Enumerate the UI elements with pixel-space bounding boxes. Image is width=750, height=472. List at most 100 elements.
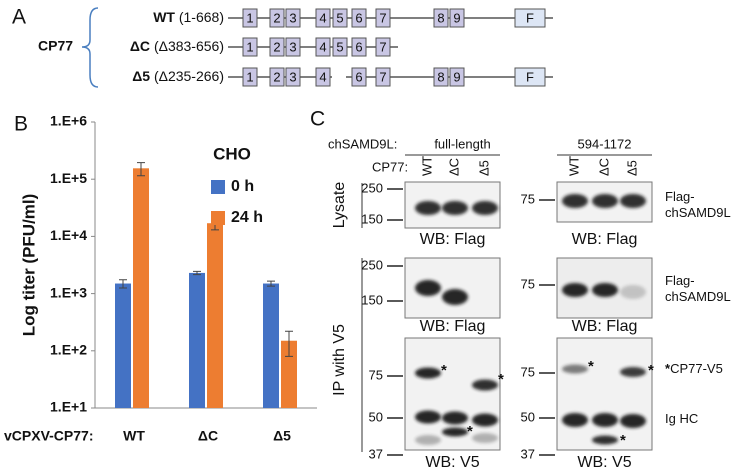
band	[442, 427, 468, 437]
band	[592, 435, 618, 445]
construct-label: ΔC (Δ383-656)	[130, 38, 224, 54]
domain-box	[433, 67, 449, 87]
bar	[133, 168, 149, 408]
annotation-text: chSAMD9L	[665, 205, 731, 220]
domain-box	[242, 37, 258, 57]
titer-chart: Log titer (PFU/ml) 1.E+1 1.E+2 1.E+3 1.E+4 1.…	[4, 113, 317, 444]
band	[415, 367, 441, 379]
x-tick-label: Δ5	[273, 428, 291, 444]
band	[442, 201, 468, 215]
wb-label: WB: V5	[577, 454, 631, 471]
column-header: 594-1172	[578, 136, 632, 151]
domain-box	[449, 67, 465, 87]
band	[592, 194, 618, 208]
domain-diagrams: WT (1-668) 1 2 3 4 5 6 7 8 9 FΔC (Δ383-656) 1 2 3 4 5 6 7…	[130, 8, 553, 87]
domain-label: 2	[273, 39, 280, 54]
mw-marker: 250	[361, 180, 383, 195]
domain-label: 8	[437, 10, 444, 25]
domain-box	[285, 37, 301, 57]
legend-swatch	[211, 180, 225, 194]
domain-label: F	[526, 69, 534, 84]
domain-label: 1	[246, 10, 253, 25]
band	[442, 411, 468, 425]
blot-annotation: Flag-	[665, 189, 695, 204]
construct-label: Δ5 (Δ235-266)	[132, 68, 224, 84]
chart-title: CHO	[213, 144, 251, 163]
mw-marker: 150	[361, 292, 383, 307]
blot-annotation: chSAMD9L	[665, 289, 731, 304]
domain-label: 2	[273, 10, 280, 25]
band	[592, 413, 618, 427]
domain-label: 7	[379, 39, 386, 54]
wb-label: WB: Flag	[572, 231, 638, 248]
y-tick-label: 1.E+1	[50, 399, 87, 415]
mw-marker: 75	[521, 276, 535, 291]
mw-marker: 75	[369, 367, 383, 382]
domain-box	[375, 37, 391, 57]
bar	[281, 340, 297, 408]
domain-box	[351, 37, 367, 57]
y-tick-label: 1.E+3	[50, 284, 87, 300]
panel-label: C	[310, 108, 325, 131]
y-axis-label: Log titer (PFU/ml)	[19, 194, 38, 337]
blot-annotation: Ig HC	[665, 411, 698, 426]
mw-marker: 250	[361, 257, 383, 272]
domain-label: 4	[319, 69, 326, 84]
construct-name: Δ5	[132, 68, 150, 84]
domain-box	[375, 67, 391, 87]
blot-annotation: *CP77-V5	[665, 361, 723, 376]
bar	[207, 223, 223, 408]
lane-label: WT	[566, 156, 581, 176]
error-bar	[137, 162, 145, 177]
mw-marker: 50	[369, 409, 383, 424]
y-tick-label: 1.E+2	[50, 342, 87, 358]
x-tick-label: ΔC	[198, 428, 218, 444]
protein-label: CP77	[38, 38, 73, 54]
y-tick-label: 1.E+6	[50, 113, 87, 129]
wb-label: WB: Flag	[420, 318, 486, 335]
domain-box	[285, 8, 301, 28]
band	[620, 194, 646, 208]
domain-box	[514, 67, 546, 87]
domain-box	[285, 67, 301, 87]
error-bar	[119, 279, 127, 289]
domain-box	[351, 8, 367, 28]
domain-label: 7	[379, 10, 386, 25]
domain-label: 5	[336, 39, 343, 54]
error-bar	[267, 280, 275, 287]
construct-range: (Δ235-266)	[154, 68, 224, 84]
y-tick-label: 1.E+4	[50, 227, 87, 243]
annotation-text: chSAMD9L	[665, 289, 731, 304]
domain-label: 4	[319, 39, 326, 54]
domain-box	[351, 67, 367, 87]
band	[620, 414, 646, 428]
wb-label: WB: Flag	[572, 318, 638, 335]
domain-label: 9	[453, 10, 460, 25]
row-label: IP with V5	[331, 324, 348, 396]
blot	[556, 337, 653, 451]
domain-box	[315, 67, 331, 87]
band	[562, 194, 588, 208]
domain-box	[315, 8, 331, 28]
construct-range: (Δ383-656)	[154, 38, 224, 54]
mw-marker: 37	[521, 446, 535, 461]
asterisk: *	[498, 371, 504, 388]
bracket	[81, 7, 99, 88]
bar	[189, 272, 205, 408]
domain-box	[433, 8, 449, 28]
mw-marker: 37	[369, 446, 383, 461]
band	[472, 379, 498, 391]
domain-label: 2	[273, 69, 280, 84]
band	[415, 280, 441, 296]
band	[562, 283, 588, 297]
annotation-text: Ig HC	[665, 411, 698, 426]
band	[620, 367, 646, 377]
asterisk: *	[467, 423, 473, 440]
wb-label: WB: Flag	[420, 231, 486, 248]
domain-label: 7	[379, 69, 386, 84]
annotation-text: CP77-V5	[670, 361, 723, 376]
band	[592, 283, 618, 297]
domain-box	[269, 37, 285, 57]
legend-label: 0 h	[231, 178, 254, 195]
